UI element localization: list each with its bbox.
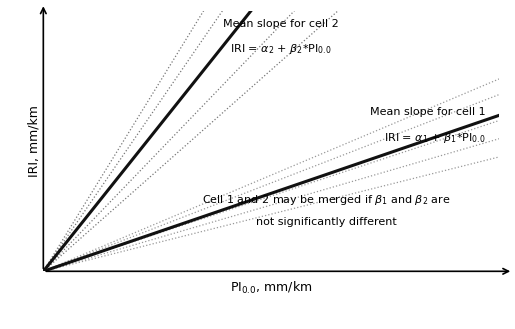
- Text: Mean slope for cell 1: Mean slope for cell 1: [370, 108, 486, 117]
- X-axis label: PI$_{0.0}$, mm/km: PI$_{0.0}$, mm/km: [230, 280, 313, 296]
- Text: Cell 1 and 2 may be merged if $\beta_1$ and $\beta_2$ are: Cell 1 and 2 may be merged if $\beta_1$ …: [202, 193, 450, 207]
- Text: IRI = $\alpha_2$ + $\beta_2$*PI$_{0.0}$: IRI = $\alpha_2$ + $\beta_2$*PI$_{0.0}$: [230, 42, 331, 56]
- Y-axis label: IRI, mm/km: IRI, mm/km: [27, 105, 41, 177]
- Text: Mean slope for cell 2: Mean slope for cell 2: [222, 19, 338, 29]
- Text: IRI = $\alpha_1$ + $\beta_1$*PI$_{0.0}$: IRI = $\alpha_1$ + $\beta_1$*PI$_{0.0}$: [384, 131, 486, 145]
- Text: not significantly different: not significantly different: [256, 217, 397, 227]
